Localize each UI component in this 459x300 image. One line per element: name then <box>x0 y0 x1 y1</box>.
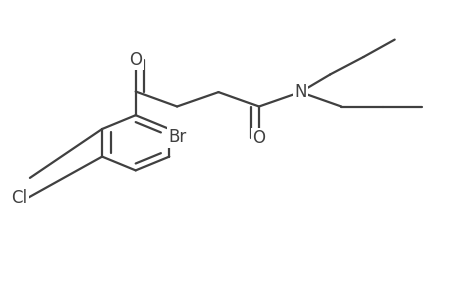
Text: N: N <box>293 83 306 101</box>
Text: Br: Br <box>168 128 186 146</box>
Text: Cl: Cl <box>11 189 28 207</box>
Text: O: O <box>252 129 265 147</box>
Text: O: O <box>129 51 142 69</box>
